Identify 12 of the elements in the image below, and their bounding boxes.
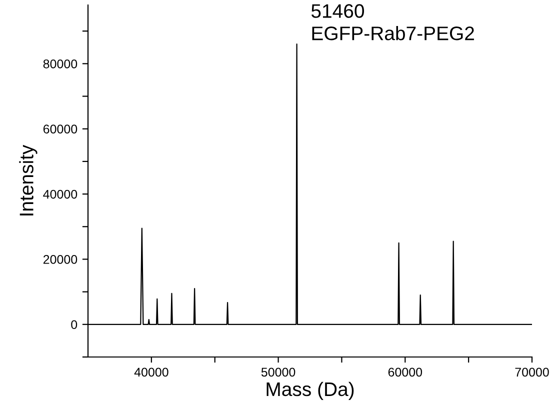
x-tick-label: 70000 [515,368,549,377]
x-axis-title: Mass (Da) [266,382,354,400]
y-tick-label: 20000 [43,255,78,264]
x-tick-label: 60000 [388,368,422,377]
y-tick-label: 0 [71,320,78,330]
annotation: 51460 EGFP-Rab7-PEG2 [311,4,474,40]
x-tick-label: 50000 [261,368,296,377]
y-tick-label: 80000 [43,59,78,68]
x-tick-label: 40000 [134,368,168,377]
y-tick-label: 40000 [43,190,78,199]
y-tick-label: 60000 [43,124,78,134]
y-axis-title: Intensity [19,144,38,216]
